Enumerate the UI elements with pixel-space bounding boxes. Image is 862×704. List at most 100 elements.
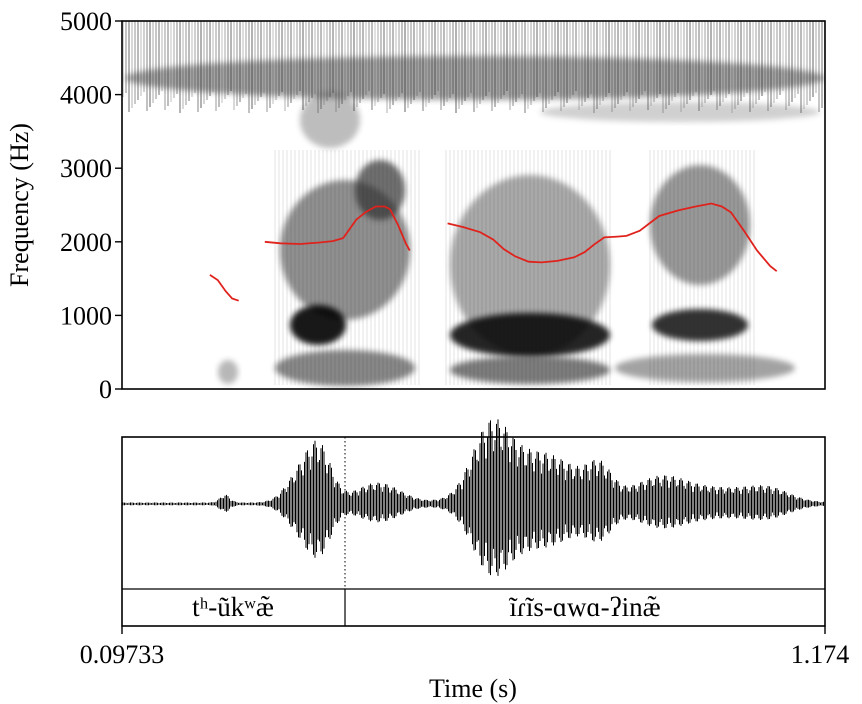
noise-column <box>194 21 196 93</box>
noise-column <box>161 21 163 91</box>
formant-tracks <box>209 202 778 302</box>
noise-column <box>758 21 760 100</box>
noise-column <box>800 21 802 113</box>
energy-blob <box>218 360 238 384</box>
energy-blob <box>275 350 415 386</box>
noise-column <box>797 21 799 94</box>
waveform-signal <box>122 419 824 576</box>
noise-column <box>146 21 148 111</box>
y-tick-label: 1000 <box>60 301 112 330</box>
noise-column <box>803 21 805 109</box>
noise-column <box>296 21 298 95</box>
energy-blob <box>450 356 610 384</box>
noise-column <box>281 21 283 92</box>
noise-column <box>350 21 352 92</box>
noise-column <box>722 21 724 102</box>
noise-column <box>743 21 745 97</box>
noise-column <box>644 21 646 91</box>
waveform-path <box>122 419 824 576</box>
noise-column <box>752 21 754 108</box>
waveform-panel: tʰ-ũkʷæ̃ ĩɾĩs-ɑwɑ-ʔinæ̃ <box>121 419 826 627</box>
energy-blob <box>450 175 610 355</box>
noise-column <box>188 21 190 101</box>
noise-column <box>788 21 790 106</box>
noise-column <box>167 21 169 106</box>
x-axis-title: Time (s) <box>429 674 517 703</box>
noise-column <box>239 21 241 102</box>
spectrogram-energy <box>122 21 825 386</box>
noise-column <box>773 21 775 103</box>
noise-column <box>608 21 610 93</box>
noise-column <box>677 21 679 93</box>
noise-column <box>575 21 577 91</box>
noise-column <box>155 21 157 99</box>
energy-blob <box>355 160 405 220</box>
noise-column <box>791 21 793 102</box>
noise-column <box>812 21 814 97</box>
noise-column <box>641 21 643 95</box>
noise-column <box>674 21 676 97</box>
noise-column <box>695 21 697 92</box>
x-tick-label-right: 1.174 <box>791 640 850 669</box>
noise-column <box>770 21 772 107</box>
formant-track-3 <box>447 202 778 272</box>
formant-track-2 <box>264 205 411 252</box>
noise-column <box>203 21 205 104</box>
noise-column <box>737 21 739 105</box>
noise-column <box>821 21 823 108</box>
noise-column <box>134 21 136 104</box>
noise-column <box>689 21 691 100</box>
noise-column <box>152 21 154 103</box>
x-tick-label-left: 0.09733 <box>80 640 165 669</box>
noise-column <box>557 21 559 92</box>
noise-column <box>191 21 193 97</box>
noise-column <box>173 21 175 98</box>
noise-column <box>740 21 742 101</box>
noise-column <box>230 21 232 91</box>
noise-column <box>125 21 127 93</box>
noise-column <box>242 21 244 98</box>
noise-column <box>260 21 262 97</box>
noise-column <box>185 21 187 105</box>
noise-column <box>818 21 820 112</box>
noise-column <box>221 21 223 103</box>
noise-column <box>137 21 139 100</box>
y-tick-label: 0 <box>99 375 112 404</box>
noise-column <box>158 21 160 95</box>
noise-column <box>746 21 748 93</box>
y-axis-title: Frequency (Hz) <box>5 123 34 287</box>
noise-column <box>437 21 439 91</box>
noise-column <box>140 21 142 96</box>
y-tick-label: 4000 <box>60 81 112 110</box>
energy-blob <box>300 92 360 148</box>
formant-track-1 <box>209 274 239 302</box>
noise-column <box>815 21 817 93</box>
segment-label-2: ĩɾĩs-ɑwɑ-ʔinæ̃ <box>508 592 660 622</box>
y-tick-label: 2000 <box>60 228 112 257</box>
noise-column <box>143 21 145 92</box>
noise-column <box>806 21 808 105</box>
spectrogram-y-axis: 0 1000 2000 3000 4000 5000 <box>60 7 122 404</box>
noise-column <box>692 21 694 96</box>
noise-column <box>785 21 787 110</box>
noise-column <box>227 21 229 95</box>
noise-column <box>170 21 172 102</box>
waveform-frame <box>121 436 826 627</box>
y-tick-label: 5000 <box>60 7 112 36</box>
noise-column <box>212 21 214 92</box>
noise-column <box>725 21 727 98</box>
energy-blob <box>125 56 825 100</box>
energy-blob <box>540 102 820 122</box>
noise-column <box>809 21 811 101</box>
noise-column <box>659 21 661 94</box>
noise-column <box>164 21 166 110</box>
noise-column <box>149 21 151 107</box>
noise-column <box>332 21 334 93</box>
time-axis: 0.09733 1.174 Time (s) <box>80 626 850 703</box>
noise-column <box>755 21 757 104</box>
segment-label-1: tʰ-ũkʷæ̃ <box>192 592 274 622</box>
noise-column <box>131 21 133 108</box>
noise-column <box>209 21 211 96</box>
noise-column <box>314 21 316 94</box>
noise-column <box>299 21 301 91</box>
